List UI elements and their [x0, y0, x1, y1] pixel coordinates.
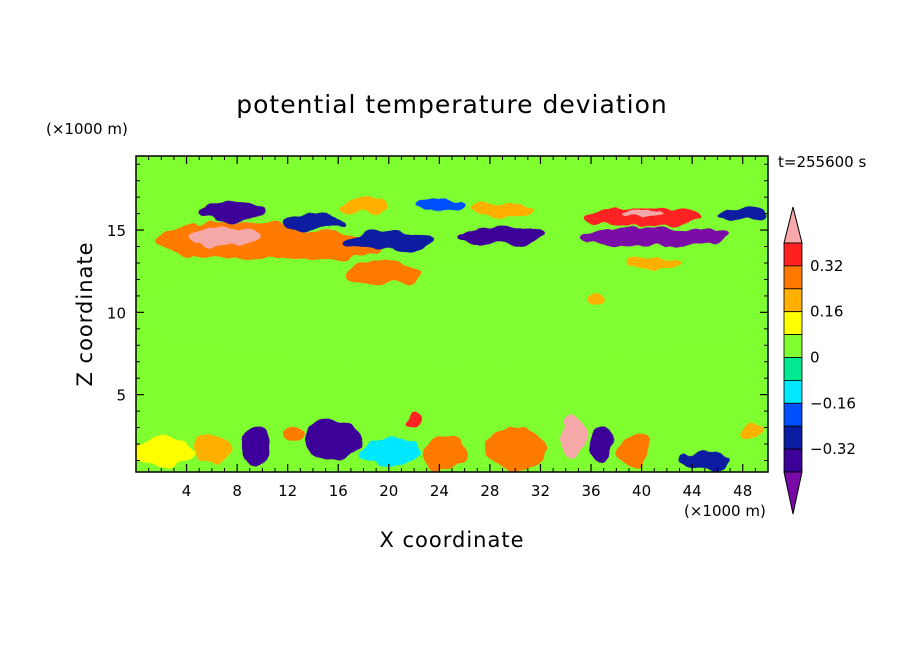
contour-region	[283, 424, 305, 441]
time-label: t=255600 s	[778, 153, 866, 171]
contour-region	[422, 435, 469, 469]
contour-region	[679, 450, 731, 471]
contour-region	[578, 226, 731, 247]
colorbar-band	[783, 448, 803, 473]
colorbar-band	[783, 265, 803, 290]
contour-region	[136, 262, 768, 362]
y-tick-label: 5	[116, 387, 126, 405]
contour-region	[192, 432, 231, 466]
y-tick-label: 15	[107, 222, 126, 240]
contour-region	[736, 422, 762, 436]
colorbar-label: −0.16	[810, 394, 856, 412]
colorbar-extend-high	[783, 206, 803, 244]
x-units-label: (×1000 m)	[684, 502, 766, 520]
x-tick-label: 20	[379, 482, 398, 500]
colorbar-band	[783, 311, 803, 336]
y-axis-label: Z coordinate	[73, 241, 97, 386]
contour-region	[357, 439, 421, 466]
colorbar-band	[783, 288, 803, 313]
contour-region	[186, 227, 263, 246]
x-tick-label: 24	[430, 482, 449, 500]
colorbar-band	[783, 242, 803, 267]
x-tick-label: 32	[531, 482, 550, 500]
colorbar-label: 0.32	[810, 257, 843, 275]
x-tick-label: 8	[232, 482, 242, 500]
contour-region	[458, 225, 547, 245]
contour-region	[587, 292, 608, 306]
contour-region	[304, 419, 360, 459]
contour-region	[338, 197, 389, 213]
contour-region	[240, 427, 272, 468]
contour-region	[199, 202, 263, 222]
contour-region	[588, 425, 614, 463]
colorbar-band	[783, 402, 803, 427]
contour-region	[344, 233, 434, 250]
colorbar: 0.32 0.16 0 −0.16 −0.32	[783, 206, 856, 515]
colorbar-band	[783, 425, 803, 450]
colorbar-band	[783, 379, 803, 404]
contour-region	[717, 206, 768, 222]
x-tick-label: 40	[632, 482, 651, 500]
colorbar-label: 0.16	[810, 303, 843, 321]
chart-title: potential temperature deviation	[236, 90, 667, 119]
contour-region	[414, 197, 465, 213]
x-tick-label: 36	[581, 482, 600, 500]
colorbar-band	[783, 334, 803, 358]
contour-region	[559, 416, 585, 456]
colorbar-label: 0	[810, 349, 820, 367]
colorbar-label: −0.32	[810, 440, 856, 458]
contour-region	[622, 209, 661, 218]
contour-region	[406, 411, 422, 428]
contour-region	[344, 261, 421, 285]
contour-region	[628, 256, 680, 270]
x-tick-label: 28	[480, 482, 499, 500]
contour-region	[136, 439, 193, 466]
x-axis-label: X coordinate	[379, 528, 524, 552]
x-tick-label: 4	[182, 482, 192, 500]
contour-region	[281, 213, 345, 231]
y-units-label: (×1000 m)	[46, 120, 128, 138]
contour-region	[620, 434, 651, 468]
x-tick-label: 16	[329, 482, 348, 500]
colorbar-extend-low	[783, 471, 803, 515]
y-axis: 5 10 15	[107, 163, 768, 461]
contour-field	[136, 197, 768, 471]
y-tick-label: 10	[107, 304, 126, 322]
colorbar-band	[783, 357, 803, 381]
contour-region	[483, 427, 547, 471]
contour-region	[470, 202, 535, 219]
x-tick-label: 12	[278, 482, 297, 500]
x-tick-label: 44	[683, 482, 702, 500]
x-axis: 4 8 12 16 20 24 28 32 36 40 44 48	[148, 156, 756, 500]
x-tick-label: 48	[733, 482, 752, 500]
